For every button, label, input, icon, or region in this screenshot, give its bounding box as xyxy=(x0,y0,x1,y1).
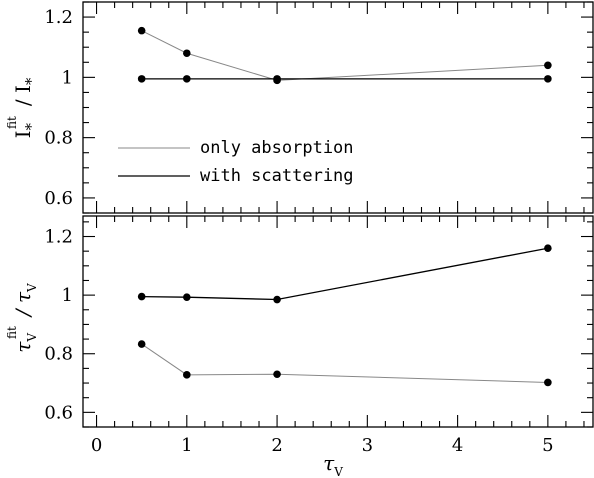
data-point xyxy=(544,61,552,70)
top-ylabel-main: I xyxy=(11,130,35,138)
data-point xyxy=(137,340,146,348)
y-tick-label: 1.2 xyxy=(44,7,73,28)
x-tick-label: 5 xyxy=(542,435,553,456)
series-points xyxy=(137,26,552,387)
x-tick-label: 4 xyxy=(452,435,463,456)
data-point xyxy=(137,26,146,35)
data-point xyxy=(273,370,281,379)
top-ylabel-denom: / I xyxy=(11,85,35,106)
series-lines xyxy=(141,30,548,383)
x-tick-label: 3 xyxy=(362,435,373,456)
data-point xyxy=(544,378,552,387)
bottom-ylabel-denom-sub: V xyxy=(25,283,39,293)
bottom-panel-frame xyxy=(82,215,594,428)
xlabel-sub: V xyxy=(333,465,343,478)
data-point xyxy=(183,293,191,301)
y-tick-label: 0.8 xyxy=(44,128,73,149)
x-tick-label: 0 xyxy=(91,435,102,456)
series-line-absorption xyxy=(141,343,548,383)
bottom-ylabel-denom: / τ xyxy=(11,291,35,318)
y-tick-label: 0.6 xyxy=(44,402,73,423)
data-point xyxy=(137,75,146,83)
top-ylabel-fit: fit xyxy=(5,116,19,129)
data-point xyxy=(273,295,281,304)
data-point xyxy=(544,244,552,253)
bottom-ylabel-main: τ xyxy=(11,341,35,353)
data-point xyxy=(183,75,191,83)
top-ylabel-star: * xyxy=(22,122,40,130)
xlabel-main: τ xyxy=(323,451,335,475)
series-line-absorption xyxy=(141,30,548,81)
svg-text:I*fit/ I*: I*fit/ I* xyxy=(5,77,40,138)
legend-label-scattering: with scattering xyxy=(200,166,354,186)
y-tick-label: 0.6 xyxy=(44,188,73,209)
bottom-ylabel-fit: fit xyxy=(5,326,19,339)
bottom-y-axis-label: τVfit/ τV xyxy=(5,283,39,353)
y-tick-label: 0.8 xyxy=(44,344,73,365)
data-point xyxy=(544,75,552,83)
data-point xyxy=(183,371,191,379)
series-line-scattering xyxy=(141,247,548,301)
svg-text:τVfit/ τV: τVfit/ τV xyxy=(5,283,39,353)
x-tick-label: 2 xyxy=(271,435,282,456)
y-tick-label: 1 xyxy=(62,67,73,88)
legend-label-absorption: only absorption xyxy=(200,138,354,158)
x-axis-label: τV xyxy=(323,451,343,478)
y-tick-label: 1.2 xyxy=(44,227,73,248)
legend: only absorption with scattering xyxy=(118,138,354,186)
y-tick-label: 1 xyxy=(62,285,73,306)
data-point xyxy=(137,292,146,301)
top-y-axis-label: I*fit/ I* xyxy=(5,77,40,138)
data-point xyxy=(273,75,281,83)
x-tick-label: 1 xyxy=(181,435,192,456)
data-point xyxy=(183,49,191,58)
top-ylabel-denom-star: * xyxy=(22,77,40,85)
tick-labels: 0.6 0.8 1 1.2 0.6 0.8 1 1.2 0 1 2 3 4 5 xyxy=(44,7,553,456)
ticks xyxy=(83,1,593,428)
bottom-ylabel-sub: V xyxy=(25,333,39,343)
